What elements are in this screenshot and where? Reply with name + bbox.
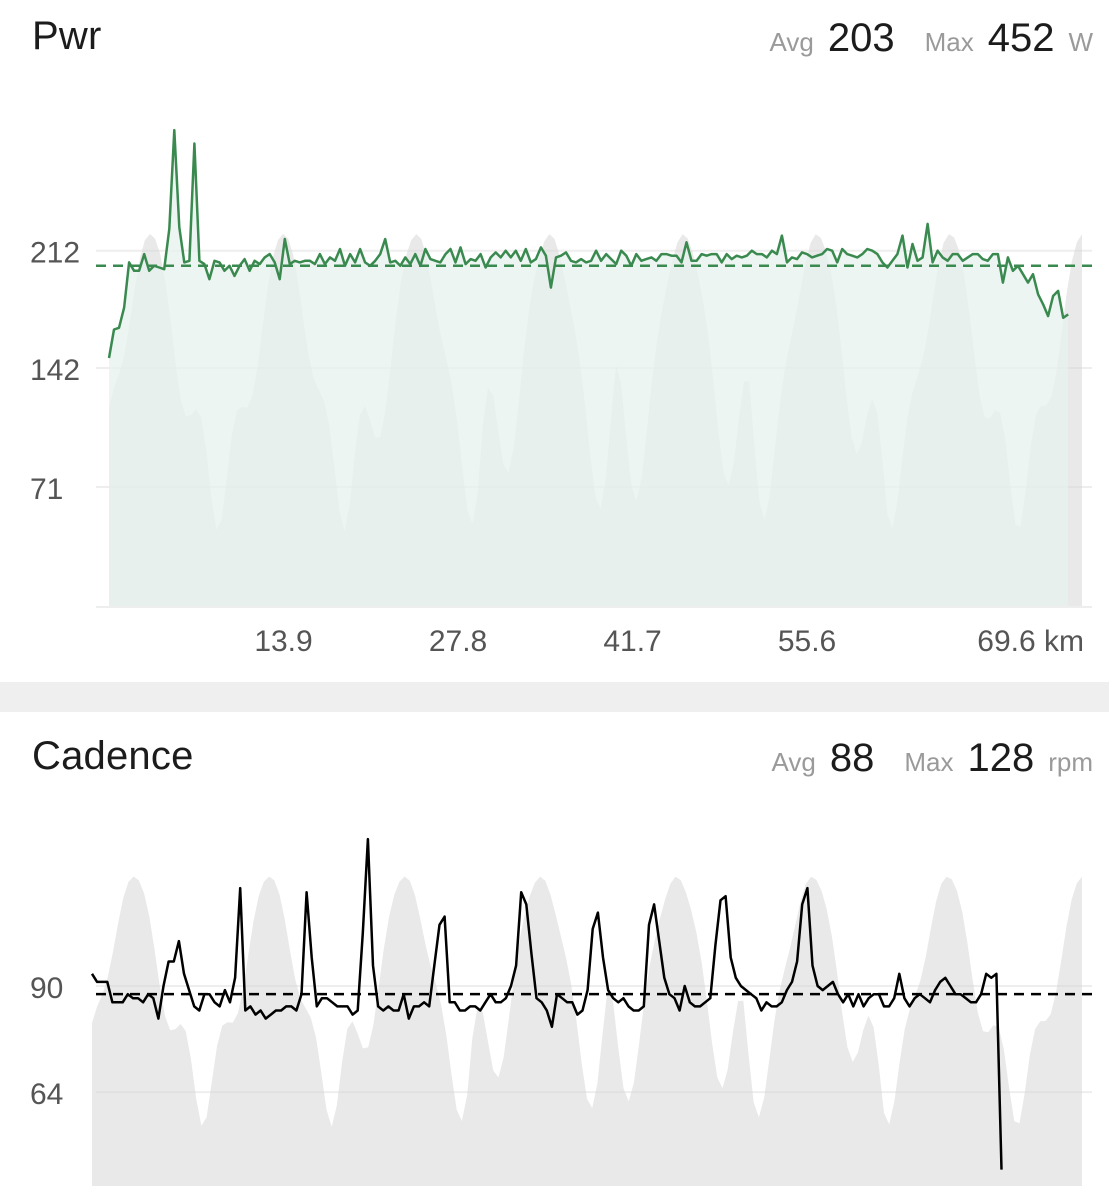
y-tick-label: 71 [30,473,63,506]
x-tick-label: 13.9 [254,625,312,658]
power-area-fill [109,130,1069,606]
cadence-max-label: Max [904,747,954,777]
cadence-stats: Avg 88 Max 128 rpm [772,736,1094,781]
power-card: Pwr Avg 203 Max 452 W 71 142 212 13.9 27.8 41… [0,0,1109,682]
power-series-line [107,128,1069,359]
cadence-max-value: 128 [967,736,1035,780]
x-tick-label: 69.6 km [977,625,1084,658]
cadence-card: Cadence Avg 88 Max 128 rpm 64 90 [0,712,1109,1186]
cadence-elevation-area [92,876,1082,1186]
power-stats: Avg 203 Max 452 W [769,16,1093,61]
x-tick-label: 27.8 [429,625,487,658]
cadence-title: Cadence [32,734,194,778]
power-unit: W [1068,27,1093,57]
cadence-chart[interactable]: 64 90 [0,712,1109,1186]
y-tick-label: 90 [30,972,63,1005]
cadence-avg-value: 88 [829,736,875,780]
power-max-label: Max [924,27,974,57]
cadence-unit: rpm [1048,747,1093,777]
power-chart[interactable]: 71 142 212 13.9 27.8 41.7 55.6 69.6 km [0,0,1109,682]
power-avg-value: 203 [827,16,895,60]
power-max-value: 452 [987,16,1055,60]
x-tick-label: 55.6 [778,625,836,658]
cadence-series-line [90,837,1003,1170]
y-tick-label: 142 [30,354,80,387]
cadence-avg-label: Avg [771,747,816,777]
y-tick-label: 212 [30,237,80,270]
power-avg-label: Avg [769,27,814,57]
x-tick-label: 41.7 [603,625,661,658]
y-tick-label: 64 [30,1078,63,1111]
power-title: Pwr [32,14,102,58]
card-separator [0,682,1109,712]
